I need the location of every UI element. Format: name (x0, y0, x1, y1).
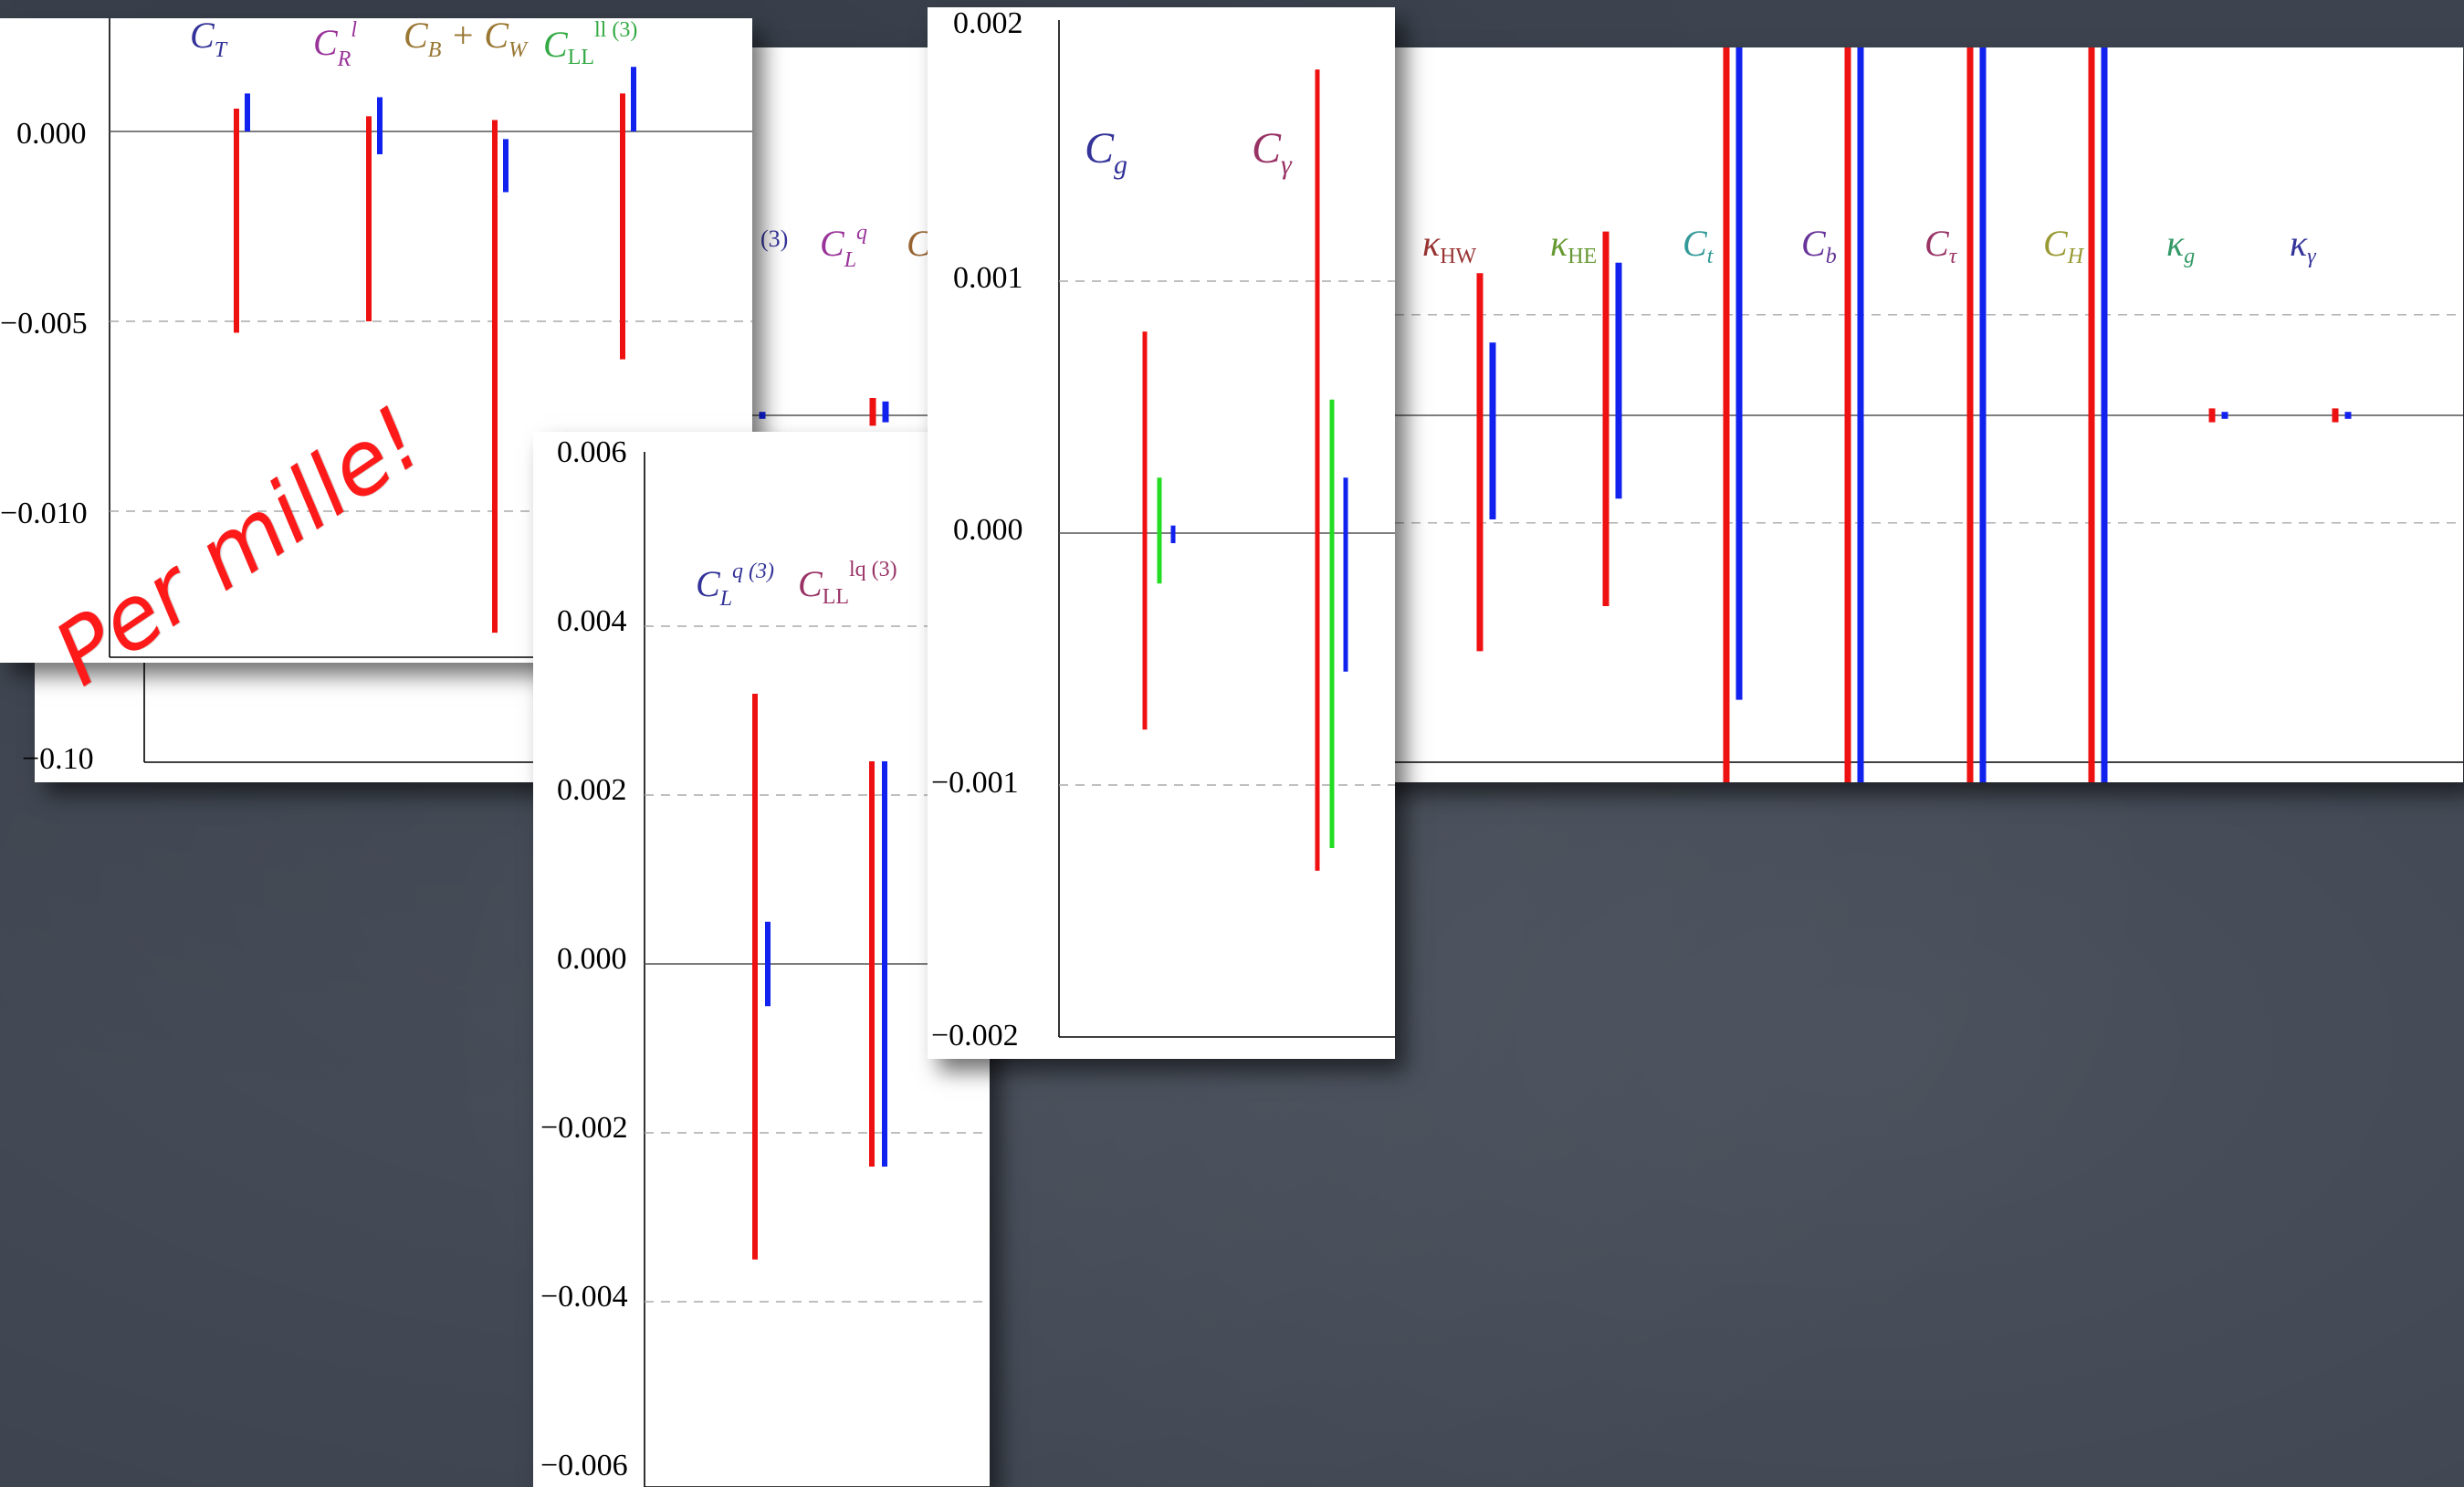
series-label: κγ (2290, 223, 2316, 268)
tick-label: −0.006 (540, 1449, 628, 1482)
tick-label: −0.001 (931, 766, 1019, 800)
tick-label: 0.006 (557, 435, 627, 469)
series-label: Cg (1085, 124, 1127, 180)
tick-label: −0.002 (931, 1019, 1019, 1052)
series-label: CH (2043, 223, 2085, 268)
chart-svg-right: 0.002 0.001 0.000 −0.001 −0.002 Cg Cγ (931, 6, 1395, 1052)
series-label: CLLll (3) (543, 18, 637, 69)
tick-label: 0.002 (953, 6, 1023, 40)
series-label: CB + CW (404, 15, 529, 62)
series-label: Cτ (1924, 223, 1958, 268)
chart-panel-middle: 0.006 0.004 0.002 0.000 −0.002 −0.004 −0… (533, 432, 990, 1487)
series-label: Ct (1683, 223, 1714, 268)
series-label: (3) (760, 225, 788, 252)
series-label: κg (2166, 223, 2195, 268)
series-label: κHW (1422, 223, 1477, 268)
series-label: CLq (820, 221, 867, 272)
tick-label: 0.002 (557, 773, 627, 807)
series-label: Cγ (1252, 124, 1293, 180)
series-label: CT (190, 15, 228, 62)
tick-label: 0.004 (557, 604, 627, 638)
tick-label: −0.004 (540, 1280, 628, 1314)
chart-svg-middle: 0.006 0.004 0.002 0.000 −0.002 −0.004 −0… (540, 435, 990, 1487)
tick-label: 0.001 (953, 261, 1023, 295)
series-label: CLLlq (3) (798, 558, 897, 609)
tick-label: −0.10 (22, 742, 94, 776)
chart-svg-top-left: 0.000 −0.005 −0.010 CT CRl CB + CW CLLll… (0, 15, 752, 658)
series-label: Cb (1801, 223, 1837, 268)
tick-label: −0.010 (0, 497, 88, 530)
tick-label: −0.005 (0, 307, 88, 340)
series-label: CRl (313, 18, 357, 71)
tick-label: 0.000 (557, 942, 627, 976)
tick-label: 0.000 (953, 513, 1023, 547)
tick-label: 0.000 (16, 117, 87, 151)
series-label: κHE (1550, 223, 1597, 268)
tick-label: −0.002 (540, 1111, 628, 1145)
chart-panel-right: 0.002 0.001 0.000 −0.001 −0.002 Cg Cγ (928, 6, 1395, 1059)
series-label: CLq (3) (696, 560, 774, 611)
